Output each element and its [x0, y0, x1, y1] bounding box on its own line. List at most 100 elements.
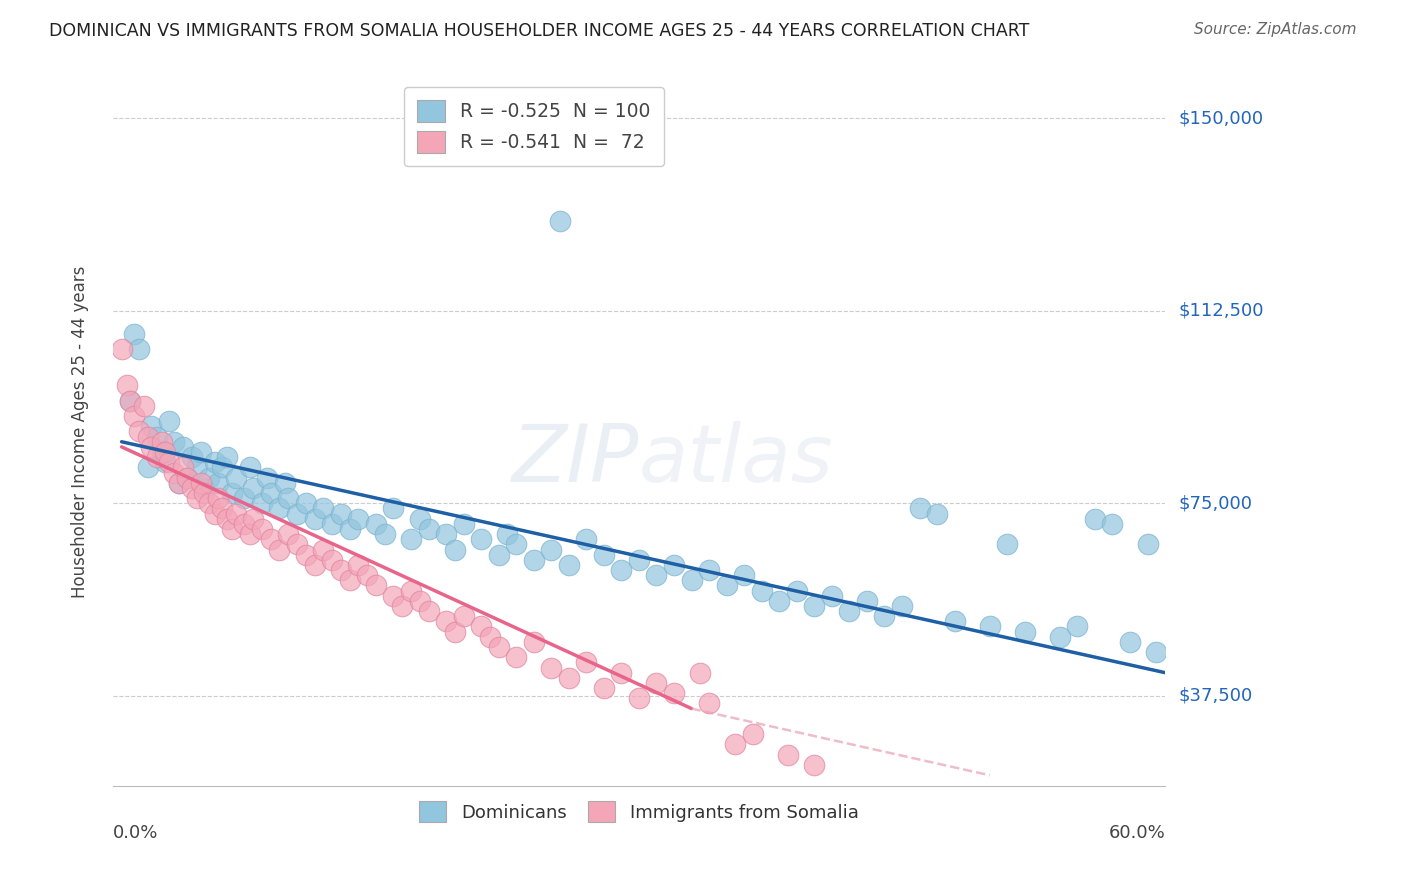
Point [145, 450, 167, 464]
Point [233, 491, 256, 506]
Point [207, 491, 229, 506]
Point [610, 563, 633, 577]
Point [193, 486, 215, 500]
Point [141, 440, 163, 454]
Point [716, 578, 738, 592]
Point [304, 512, 326, 526]
Point [198, 496, 221, 510]
Point [418, 522, 440, 536]
Point [120, 393, 142, 408]
Point [150, 445, 173, 459]
Point [211, 460, 233, 475]
Point [211, 501, 233, 516]
Point [1066, 619, 1088, 633]
Text: atlas: atlas [638, 421, 834, 499]
Point [662, 558, 685, 572]
Text: $75,000: $75,000 [1180, 494, 1253, 512]
Point [347, 512, 370, 526]
Point [803, 599, 825, 613]
Point [374, 527, 396, 541]
Point [260, 533, 283, 547]
Point [399, 533, 422, 547]
Point [136, 429, 159, 443]
Point [120, 393, 142, 408]
Point [157, 455, 180, 469]
Point [724, 738, 747, 752]
Point [540, 542, 562, 557]
Point [505, 650, 527, 665]
Point [1136, 537, 1159, 551]
Point [172, 440, 194, 454]
Text: DOMINICAN VS IMMIGRANTS FROM SOMALIA HOUSEHOLDER INCOME AGES 25 - 44 YEARS CORRE: DOMINICAN VS IMMIGRANTS FROM SOMALIA HOU… [49, 22, 1029, 40]
Point [548, 214, 571, 228]
Point [364, 516, 387, 531]
Point [163, 466, 186, 480]
Point [312, 542, 335, 557]
Point [751, 583, 773, 598]
Point [478, 630, 501, 644]
Point [681, 574, 703, 588]
Y-axis label: Householder Income Ages 25 - 44 years: Householder Income Ages 25 - 44 years [72, 265, 89, 598]
Point [186, 491, 208, 506]
Point [294, 548, 316, 562]
Point [803, 758, 825, 772]
Point [496, 527, 519, 541]
Point [239, 527, 262, 541]
Point [115, 378, 138, 392]
Point [593, 548, 616, 562]
Point [697, 697, 720, 711]
Point [821, 589, 844, 603]
Point [169, 475, 191, 490]
Point [768, 594, 790, 608]
Point [111, 343, 134, 357]
Point [329, 563, 352, 577]
Point [134, 399, 156, 413]
Point [470, 533, 492, 547]
Point [418, 604, 440, 618]
Point [190, 445, 212, 459]
Point [277, 527, 299, 541]
Point [141, 419, 163, 434]
Text: $37,500: $37,500 [1180, 687, 1253, 705]
Text: $150,000: $150,000 [1180, 110, 1264, 128]
Point [198, 471, 221, 485]
Point [645, 568, 668, 582]
Point [269, 501, 291, 516]
Point [399, 583, 422, 598]
Point [294, 496, 316, 510]
Point [662, 686, 685, 700]
Point [221, 522, 243, 536]
Point [540, 660, 562, 674]
Point [453, 609, 475, 624]
Point [391, 599, 413, 613]
Point [488, 640, 510, 654]
Point [277, 491, 299, 506]
Text: 0.0%: 0.0% [112, 824, 159, 842]
Point [233, 516, 256, 531]
Point [250, 496, 273, 510]
Point [221, 486, 243, 500]
Point [215, 450, 238, 464]
Point [1119, 635, 1142, 649]
Point [145, 429, 167, 443]
Point [150, 434, 173, 449]
Point [523, 635, 546, 649]
Point [193, 481, 215, 495]
Point [1084, 512, 1107, 526]
Point [204, 455, 226, 469]
Point [838, 604, 860, 618]
Point [329, 507, 352, 521]
Text: 60.0%: 60.0% [1108, 824, 1166, 842]
Point [733, 568, 755, 582]
Point [285, 537, 308, 551]
Point [172, 460, 194, 475]
Point [215, 512, 238, 526]
Point [122, 409, 145, 423]
Point [627, 553, 650, 567]
Point [304, 558, 326, 572]
Point [273, 475, 295, 490]
Point [488, 548, 510, 562]
Point [786, 583, 808, 598]
Point [1014, 624, 1036, 639]
Point [157, 414, 180, 428]
